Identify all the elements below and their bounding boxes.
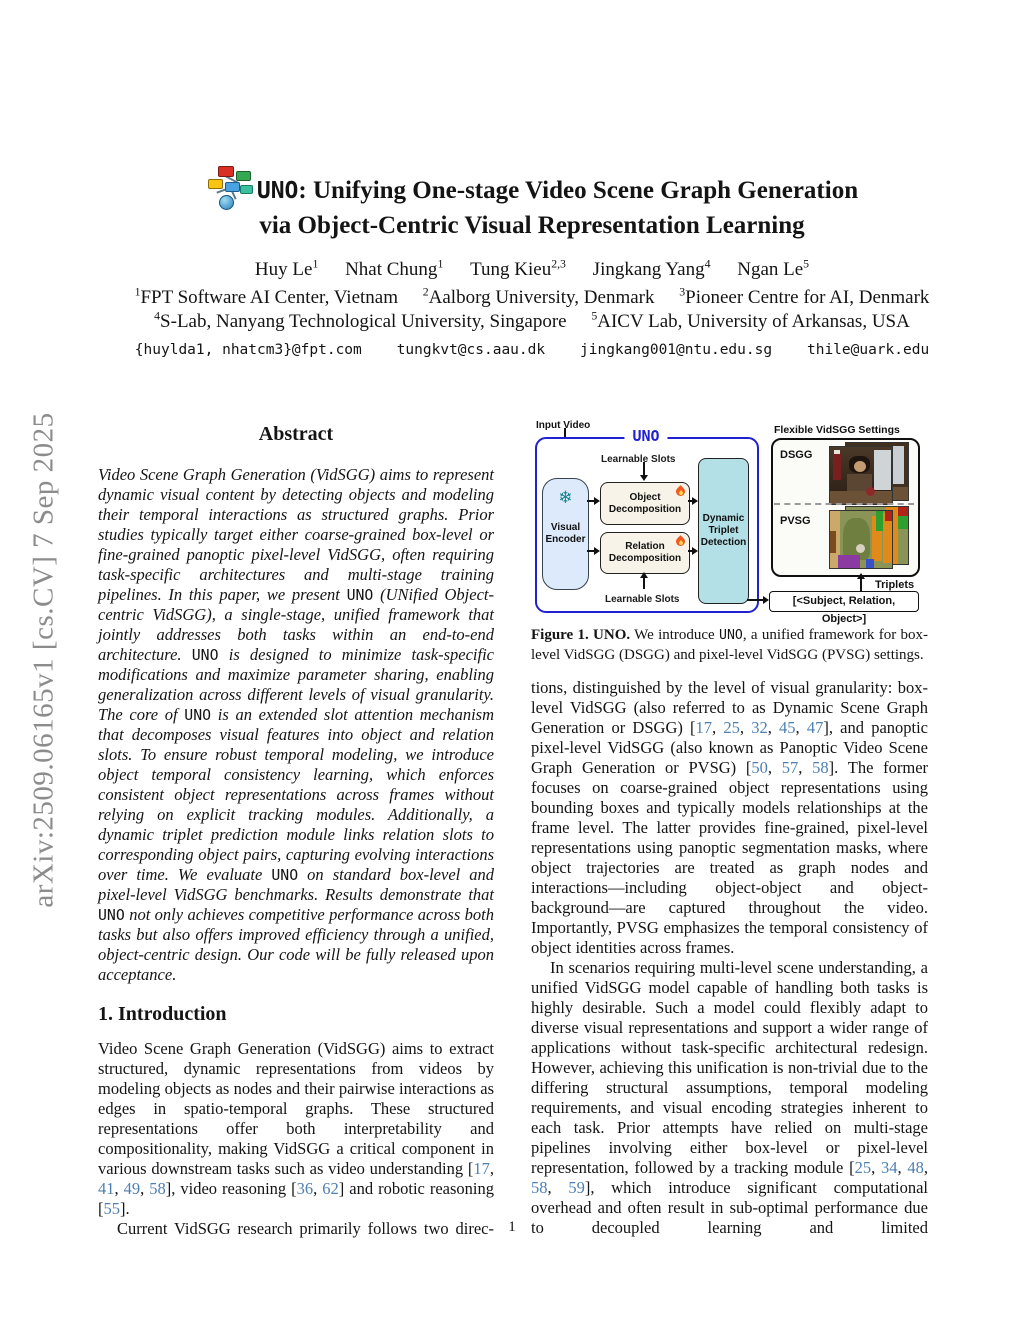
arxiv-banner: arXiv:2509.06165v1 [cs.CV] 7 Sep 2025 xyxy=(27,412,60,908)
mask-region xyxy=(898,507,908,516)
right-paragraph-2: In scenarios requiring multi-level scene… xyxy=(531,958,929,1237)
author-name: Tung Kieu2,3 xyxy=(470,257,566,280)
citation-link[interactable]: 48 xyxy=(907,1158,924,1177)
photo-region xyxy=(874,450,891,490)
input-video-label: Input Video xyxy=(536,420,591,431)
snowflake-icon: ❄ xyxy=(558,488,573,508)
citation-link[interactable]: 58 xyxy=(531,1178,548,1197)
citation-link[interactable]: 55 xyxy=(103,1199,121,1218)
arrow-encoder-to-object xyxy=(587,500,595,502)
visual-encoder-label: Visual Encoder xyxy=(545,522,586,545)
learnable-slots-top-label: Learnable Slots xyxy=(601,454,676,465)
object-decomposition-label: Object Decomposition xyxy=(608,491,682,515)
relation-decomposition-box: Relation Decomposition xyxy=(600,532,690,574)
title-uno: UNO xyxy=(256,178,299,204)
mask-region xyxy=(830,531,836,553)
flexible-settings-label: Flexible VidSGG Settings xyxy=(774,424,900,436)
mask-region xyxy=(866,559,874,568)
citation-link[interactable]: 49 xyxy=(123,1179,141,1198)
citation-link[interactable]: 25 xyxy=(854,1158,872,1177)
citation-link[interactable]: 41 xyxy=(98,1179,115,1198)
mask-region xyxy=(898,507,908,529)
author-name: Nhat Chung1 xyxy=(345,257,444,280)
photo-region xyxy=(866,487,875,496)
pvsg-mask-front xyxy=(829,510,893,569)
paper-title-line2: via Object-Centric Visual Representation… xyxy=(259,212,805,239)
uno-framework-label: UNO xyxy=(624,426,668,447)
settings-divider xyxy=(774,503,914,505)
abstract-text: Video Scene Graph Generation (VidSGG) ai… xyxy=(98,465,494,984)
left-column: Abstract Video Scene Graph Generation (V… xyxy=(98,410,494,1239)
photo-region xyxy=(833,453,841,480)
author-emails: {huylda1, nhatcm3}@fpt.com tungkvt@cs.aa… xyxy=(134,342,930,358)
author-name: Huy Le1 xyxy=(254,257,319,280)
dsgg-photo-front xyxy=(829,446,893,505)
author-name: Jingkang Yang4 xyxy=(592,257,711,280)
author-name: Ngan Le5 xyxy=(737,257,810,280)
citation-link[interactable]: 47 xyxy=(806,718,824,737)
figure-1-diagram: Input Video UNO ❄ Visual Encoder Learnab… xyxy=(531,412,928,625)
section-heading-introduction: 1. Introduction xyxy=(98,1003,227,1025)
citation-link[interactable]: 57 xyxy=(781,758,799,777)
photo-region xyxy=(847,474,872,491)
photo-region xyxy=(830,491,892,504)
intro-paragraph-2: Current VidSGG research primarily follow… xyxy=(117,1219,494,1238)
mask-region xyxy=(838,555,860,568)
intro-paragraph-1: Video Scene Graph Generation (VidSGG) ai… xyxy=(98,1039,494,1218)
arrow-object-to-dtd xyxy=(688,500,694,502)
uno-logo-icon xyxy=(206,166,254,210)
affiliations: 1FPT Software AI Center, Vietnam 2Aalbor… xyxy=(52,286,1012,334)
flame-icon xyxy=(674,535,687,548)
citation-link[interactable]: 17 xyxy=(473,1159,490,1178)
citation-link[interactable]: 59 xyxy=(568,1178,585,1197)
pvsg-label: PVSG xyxy=(780,515,811,527)
mask-region xyxy=(885,511,892,521)
photo-region xyxy=(834,450,840,454)
title-rest: : Unifying One-stage Video Scene Graph G… xyxy=(298,177,859,204)
arrow-slots-to-object xyxy=(643,462,645,476)
flame-icon xyxy=(674,485,687,498)
citation-link[interactable]: 17 xyxy=(695,718,713,737)
arrow-slots-to-relation xyxy=(643,578,645,589)
citation-link[interactable]: 32 xyxy=(751,718,768,737)
citation-link[interactable]: 58 xyxy=(812,758,829,777)
right-column: Input Video UNO ❄ Visual Encoder Learnab… xyxy=(531,410,928,1238)
affiliation-line: 4S-Lab, Nanyang Technological University… xyxy=(154,309,910,332)
relation-decomposition-label: Relation Decomposition xyxy=(608,541,682,564)
author-list: Huy Le1 Nhat Chung1 Tung Kieu2,3 Jingkan… xyxy=(52,257,1012,281)
object-decomposition-box: Object Decomposition xyxy=(600,482,690,525)
citation-link[interactable]: 58 xyxy=(149,1179,166,1198)
mask-region xyxy=(856,544,865,553)
citation-link[interactable]: 25 xyxy=(723,718,740,737)
learnable-slots-bottom-label: Learnable Slots xyxy=(605,594,680,605)
visual-encoder-box: ❄ Visual Encoder xyxy=(542,478,589,590)
citation-link[interactable]: 62 xyxy=(322,1179,339,1198)
paper-header: UNO: Unifying One-stage Video Scene Grap… xyxy=(52,166,1012,358)
mask-region xyxy=(843,518,870,560)
arrow-dtd-to-triplets xyxy=(747,599,765,601)
abstract-heading: Abstract xyxy=(258,423,334,445)
arrow-relation-to-dtd xyxy=(688,550,694,552)
dsgg-label: DSGG xyxy=(780,449,813,461)
arrow-encoder-to-relation xyxy=(587,550,595,552)
citation-link[interactable]: 34 xyxy=(881,1158,898,1177)
citation-link[interactable]: 45 xyxy=(779,718,796,737)
mask-region xyxy=(883,513,892,563)
triplets-label: Triplets xyxy=(875,579,915,591)
dynamic-triplet-detection-box: Dynamic Triplet Detection xyxy=(698,458,749,604)
right-paragraph-1: tions, distinguished by the level of vis… xyxy=(531,678,929,957)
page-number: 1 xyxy=(508,1219,516,1235)
citation-link[interactable]: 50 xyxy=(751,758,768,777)
paper-title-line1: UNO: Unifying One-stage Video Scene Grap… xyxy=(52,166,1012,210)
citation-link[interactable]: 36 xyxy=(296,1179,314,1198)
dynamic-triplet-detection-label: Dynamic Triplet Detection xyxy=(700,513,747,548)
affiliation-line: 1FPT Software AI Center, Vietnam 2Aalbor… xyxy=(134,285,930,308)
arrow-triplets-to-settings xyxy=(860,578,862,591)
triplet-output-box: [<Subject, Relation, Object>] xyxy=(769,591,919,625)
photo-region xyxy=(854,461,866,472)
mask-region xyxy=(876,511,883,531)
figure-1-caption: Figure 1. UNO. We introduce UNO, a unifi… xyxy=(531,627,928,663)
mask-region xyxy=(872,516,882,561)
